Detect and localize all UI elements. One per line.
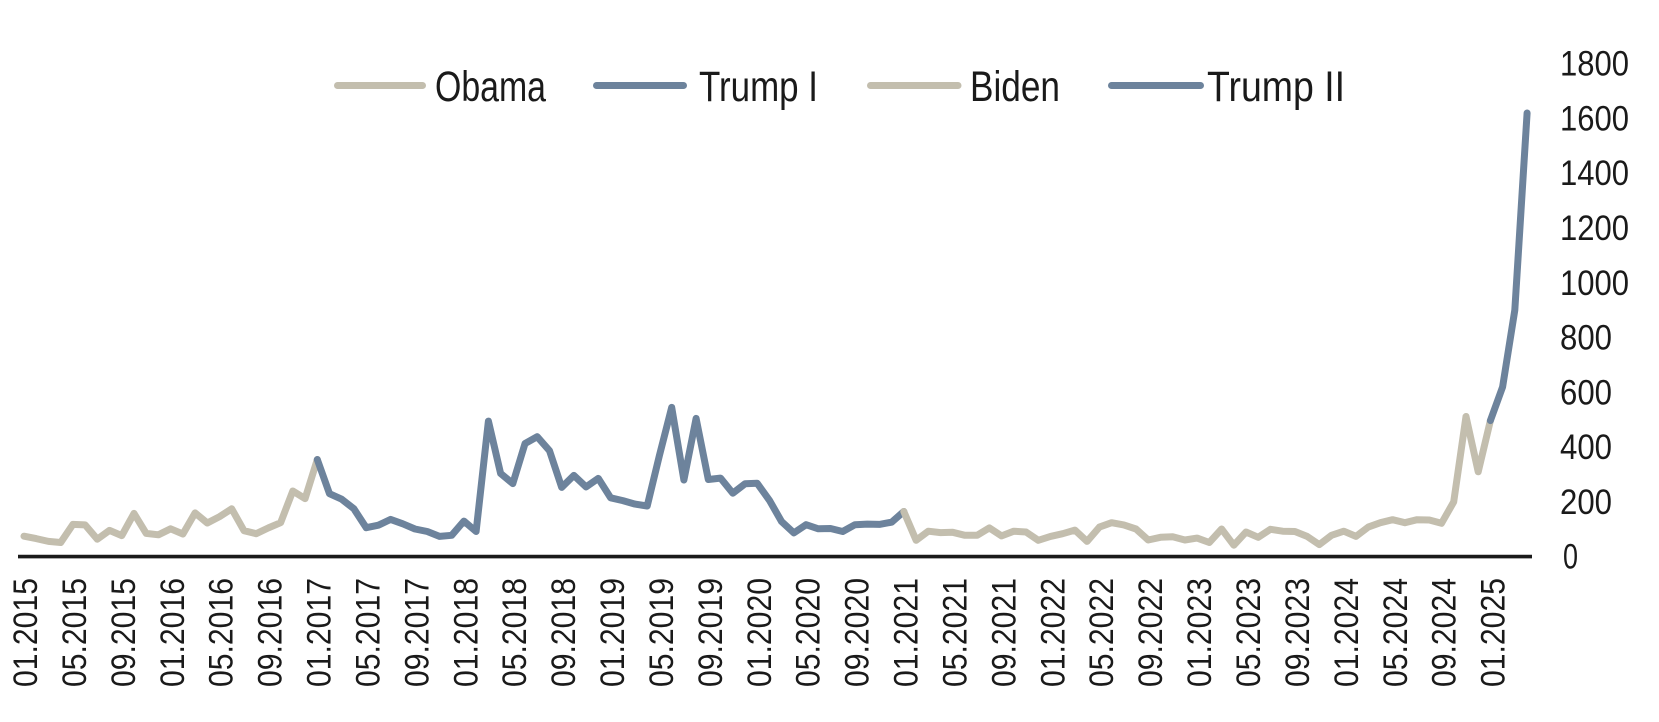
svg-text:09.2017: 09.2017 (398, 578, 436, 687)
svg-text:1200: 1200 (1560, 209, 1629, 248)
svg-text:05.2020: 05.2020 (790, 578, 828, 687)
svg-text:01.2020: 01.2020 (741, 578, 779, 687)
svg-text:1000: 1000 (1560, 264, 1629, 303)
svg-text:05.2023: 05.2023 (1230, 578, 1268, 687)
svg-text:09.2016: 09.2016 (252, 578, 290, 687)
svg-text:01.2021: 01.2021 (888, 578, 926, 687)
svg-text:Biden: Biden (970, 63, 1060, 111)
svg-text:05.2016: 05.2016 (203, 578, 241, 687)
svg-text:Trump I: Trump I (699, 63, 818, 111)
svg-text:01.2019: 01.2019 (594, 578, 632, 687)
svg-text:Trump II: Trump II (1207, 63, 1345, 111)
svg-text:01.2022: 01.2022 (1034, 578, 1072, 687)
svg-text:09.2023: 09.2023 (1279, 578, 1317, 687)
svg-text:09.2021: 09.2021 (985, 578, 1023, 687)
svg-text:09.2020: 09.2020 (839, 578, 877, 687)
svg-text:0: 0 (1563, 538, 1578, 577)
svg-text:1400: 1400 (1560, 154, 1629, 193)
svg-text:200: 200 (1560, 483, 1612, 522)
svg-text:1600: 1600 (1560, 100, 1629, 139)
svg-text:09.2024: 09.2024 (1426, 578, 1464, 687)
svg-text:09.2018: 09.2018 (545, 578, 583, 687)
svg-text:01.2018: 01.2018 (447, 578, 485, 687)
svg-text:05.2017: 05.2017 (349, 578, 387, 687)
svg-text:Obama: Obama (435, 63, 546, 111)
svg-text:01.2024: 01.2024 (1328, 578, 1366, 687)
svg-text:05.2019: 05.2019 (643, 578, 681, 687)
svg-text:09.2019: 09.2019 (692, 578, 730, 687)
svg-text:05.2015: 05.2015 (56, 578, 94, 687)
svg-text:01.2017: 01.2017 (301, 578, 339, 687)
svg-text:05.2018: 05.2018 (496, 578, 534, 687)
svg-text:09.2022: 09.2022 (1132, 578, 1170, 687)
svg-text:05.2022: 05.2022 (1083, 578, 1121, 687)
svg-text:600: 600 (1560, 373, 1612, 412)
svg-text:01.2025: 01.2025 (1475, 578, 1513, 687)
svg-text:01.2015: 01.2015 (7, 578, 45, 687)
svg-text:01.2016: 01.2016 (154, 578, 192, 687)
svg-text:05.2024: 05.2024 (1377, 578, 1415, 687)
svg-text:05.2021: 05.2021 (937, 578, 975, 687)
svg-text:1800: 1800 (1560, 45, 1629, 84)
svg-text:01.2023: 01.2023 (1181, 578, 1219, 687)
svg-text:800: 800 (1560, 319, 1612, 358)
svg-text:09.2015: 09.2015 (105, 578, 143, 687)
svg-text:400: 400 (1560, 428, 1612, 467)
